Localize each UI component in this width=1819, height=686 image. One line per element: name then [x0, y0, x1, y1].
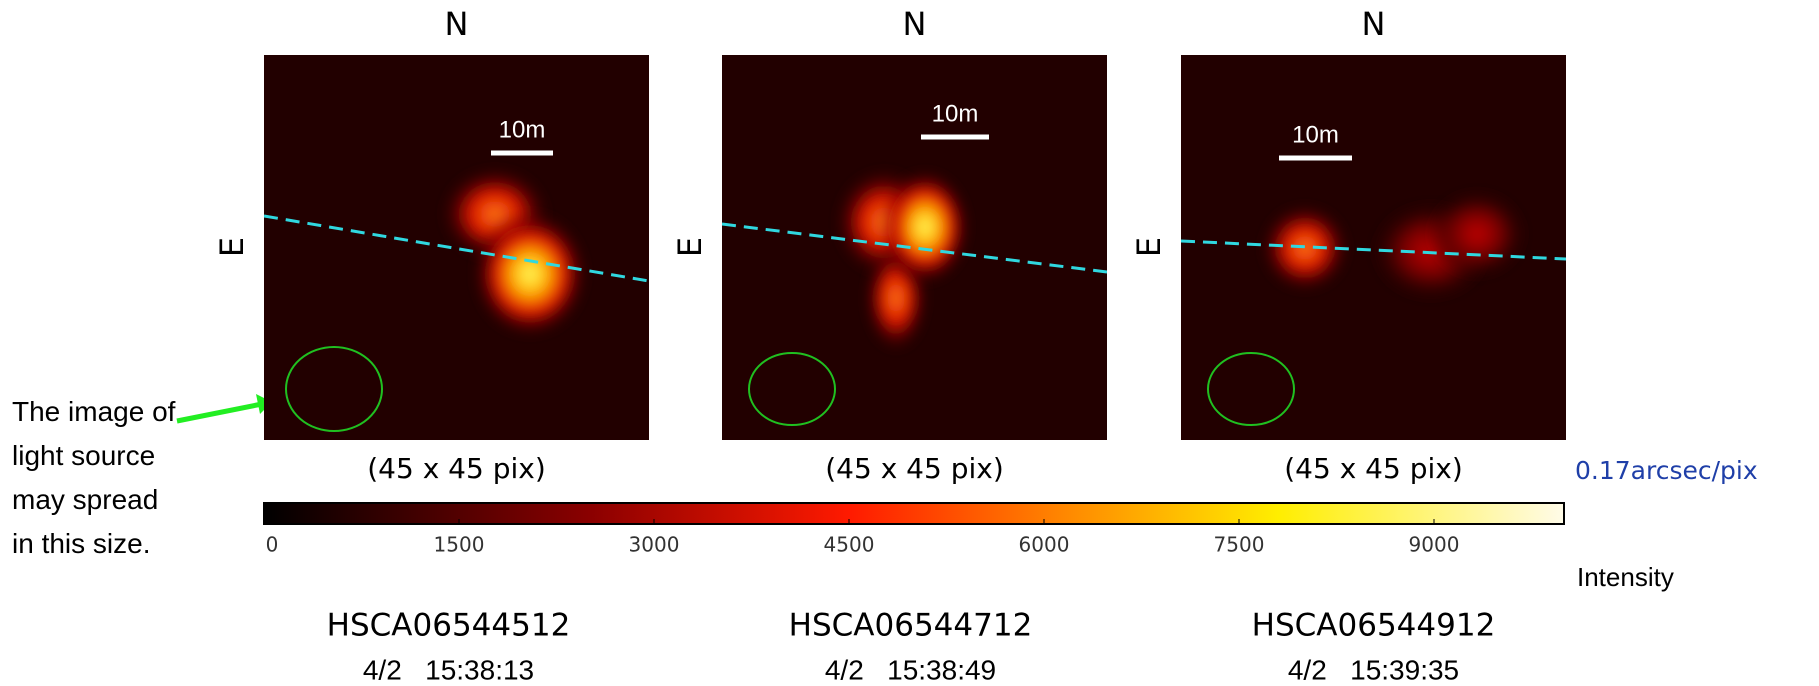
east-label: E [671, 237, 709, 257]
colorbar-tick-label: 9000 [1409, 533, 1460, 557]
image-content [1181, 189, 1566, 426]
colorbar-tick-label: 7500 [1214, 533, 1265, 557]
scale-bar-label: 10m [1292, 121, 1339, 148]
frame-time: 4/2 15:38:49 [825, 654, 996, 685]
trail-line [1181, 239, 1566, 261]
colorbar-tick-label: 0 [266, 533, 279, 557]
north-label: N [1362, 5, 1386, 43]
image-panel: 10m [722, 55, 1107, 440]
scale-bar-label: 10m [499, 116, 546, 143]
image-size: (45 x 45 pix) [1284, 452, 1463, 485]
image-content [722, 167, 1107, 426]
frame-time: 4/2 15:38:13 [363, 654, 534, 685]
source-blob [472, 210, 588, 338]
frame-time: 4/2 15:39:35 [1288, 654, 1459, 685]
image-content [264, 166, 649, 432]
colorbar-label: Intensity [1577, 562, 1674, 592]
frame-id: HSCA06544912 [1252, 608, 1496, 644]
colorbar-tick-label: 6000 [1019, 533, 1070, 557]
annotation: The image of light source may spread in … [12, 396, 176, 559]
source-blob [1427, 189, 1527, 279]
colorbar-tick-label: 1500 [434, 533, 485, 557]
colorbar-tick-label: 3000 [629, 533, 680, 557]
frame-id: HSCA06544712 [789, 608, 1033, 644]
east-label: E [1130, 237, 1168, 257]
east-label: E [213, 237, 251, 257]
frame-id: HSCA06544512 [327, 608, 571, 644]
colorbar-tick-label: 4500 [824, 533, 875, 557]
pixel-scale: 0.17arcsec/pix [1575, 456, 1758, 485]
source-blob [1260, 203, 1350, 293]
image-size: (45 x 45 pix) [825, 452, 1004, 485]
psf-circle [285, 346, 383, 432]
image-panel: 10m [1181, 55, 1566, 440]
source-blob [880, 169, 970, 285]
annotation-arrow [176, 401, 263, 424]
colorbar [263, 502, 1565, 525]
image-panel: 10m [264, 55, 649, 440]
psf-circle [748, 352, 836, 426]
north-label: N [903, 5, 927, 43]
north-label: N [445, 5, 469, 43]
psf-circle [1207, 352, 1295, 426]
image-size: (45 x 45 pix) [367, 452, 546, 485]
scale-bar-label: 10m [932, 100, 979, 127]
